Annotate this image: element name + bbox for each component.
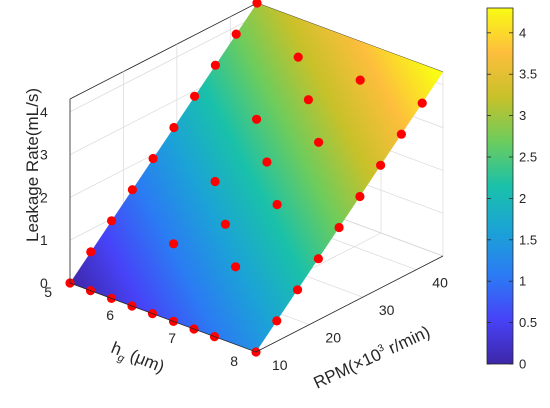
colorbar-tick-label: 0.5 [519, 315, 537, 330]
x-tick-label: 8 [230, 353, 238, 369]
y-axis-label-main: RPM( [311, 357, 359, 393]
data-point [272, 199, 282, 210]
data-point [396, 129, 406, 139]
data-point [355, 75, 365, 85]
y-tick-label: 40 [432, 275, 448, 291]
y-tick-label: 20 [325, 330, 341, 346]
data-point [334, 222, 344, 233]
x-axis-label-sub: g [116, 352, 127, 366]
data-point [210, 176, 220, 187]
data-point [262, 157, 272, 167]
x-tick-label: 5 [44, 284, 52, 300]
data-point [293, 52, 303, 62]
colorbar-tick-label: 2.5 [519, 150, 537, 165]
y-tick-label: 10 [272, 357, 288, 373]
data-point [376, 160, 386, 170]
data-point [127, 185, 137, 195]
data-point [220, 219, 230, 229]
tick-labels: 0 1 2 3 4 5 6 7 8 10 20 30 40 [40, 104, 448, 373]
colorbar-tick-label: 0 [519, 357, 526, 372]
colorbar-tick-label: 3 [519, 108, 526, 123]
x-axis-label: hg (μm) [107, 338, 167, 380]
colorbar-tick-label: 4 [519, 25, 526, 40]
z-tick-label: 0 [40, 275, 48, 291]
data-point [169, 122, 179, 133]
z-tick-label: 2 [40, 189, 48, 205]
data-point [231, 262, 241, 272]
data-point [355, 191, 365, 202]
axis-edge-y [255, 255, 444, 353]
data-point [252, 0, 262, 8]
colorbar-tick-label: 1 [519, 274, 526, 289]
data-point [148, 153, 158, 164]
y-axis-label-unit: r/min) [381, 322, 433, 360]
colorbar-tick-label: 1.5 [519, 232, 537, 247]
data-point [252, 114, 262, 124]
data-point [86, 247, 96, 257]
data-point [314, 137, 324, 147]
colorbar [486, 7, 514, 365]
data-point [210, 60, 220, 70]
data-point [417, 98, 427, 108]
data-point [190, 91, 200, 101]
y-tick-label: 30 [379, 302, 395, 318]
z-tick-label: 4 [40, 104, 48, 120]
colorbar-tick-label: 2 [519, 191, 526, 206]
z-axis-label: Leakage Rate(mL/s) [23, 88, 42, 242]
grid-line-z-left [69, 15, 258, 113]
colorbar-ticks: 0 0.5 1 1.5 2 2.5 3 3.5 4 [487, 25, 537, 372]
axes-front-edges [69, 99, 444, 353]
data-point [272, 316, 282, 326]
y-axis-label-exp: 3 [376, 342, 386, 355]
data-point [169, 239, 179, 249]
data-point [313, 254, 323, 264]
data-point [231, 29, 241, 39]
axis-edge-back-top-left [69, 2, 258, 100]
x-tick-label: 7 [168, 330, 176, 346]
z-tick-label: 3 [40, 147, 48, 163]
z-tick-label: 1 [40, 232, 48, 248]
x-tick-label: 6 [106, 307, 114, 323]
x-axis-label-unit: (μm) [123, 344, 167, 377]
colorbar-tick-label: 3.5 [519, 67, 537, 82]
data-point [107, 216, 117, 226]
leakage-surface [70, 3, 443, 352]
data-point [303, 95, 313, 105]
axis-edge-x [69, 282, 257, 353]
data-point [293, 285, 303, 295]
